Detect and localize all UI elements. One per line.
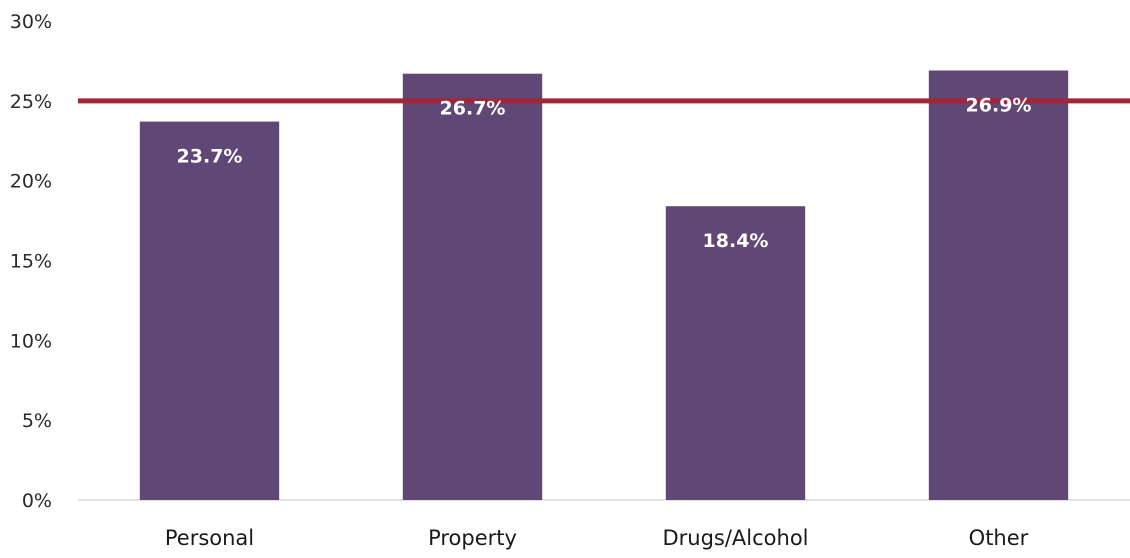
data-label: 26.7% <box>440 98 506 120</box>
x-tick-label: Property <box>428 526 517 550</box>
y-tick-label: 0% <box>22 490 52 512</box>
data-label: 23.7% <box>177 146 243 168</box>
bar <box>928 70 1069 500</box>
y-axis: 0% 5% 10% 15% 20% 25% 30% <box>10 11 52 512</box>
x-tick-label: Other <box>969 526 1029 550</box>
y-tick-label: 30% <box>10 11 52 33</box>
y-tick-label: 25% <box>10 91 52 113</box>
bar <box>665 206 806 501</box>
bars-group <box>139 70 1069 501</box>
y-tick-label: 15% <box>10 251 52 273</box>
x-tick-label: Drugs/Alcohol <box>662 526 808 550</box>
data-label: 26.9% <box>966 94 1032 116</box>
data-labels-group: 23.7% 26.7% 18.4% 26.9% <box>177 94 1032 252</box>
bar <box>402 73 543 500</box>
x-axis: Personal Property Drugs/Alcohol Other <box>165 526 1029 550</box>
y-tick-label: 10% <box>10 330 52 352</box>
y-tick-label: 5% <box>22 410 52 432</box>
bar <box>139 121 280 500</box>
y-tick-label: 20% <box>10 171 52 193</box>
x-tick-label: Personal <box>165 526 254 550</box>
data-label: 18.4% <box>703 230 769 252</box>
